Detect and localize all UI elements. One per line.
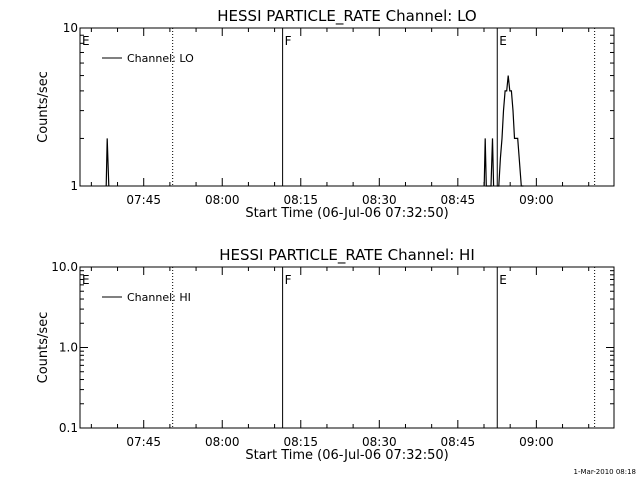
series-line <box>496 75 524 187</box>
legend-label: Channel: LO <box>127 52 194 65</box>
x-tick-label: 09:00 <box>519 193 554 207</box>
x-tick-label: 07:45 <box>126 193 161 207</box>
x-axis-label: Start Time (06-Jul-06 07:32:50) <box>245 448 448 463</box>
event-marker-label: E <box>499 273 507 287</box>
y-axis-label: Counts/sec <box>36 71 51 143</box>
event-marker-label: F <box>285 273 292 287</box>
event-marker-label: E <box>82 273 90 287</box>
x-tick-label: 08:30 <box>362 435 397 449</box>
timestamp-label: 1-Mar-2010 08:18 <box>574 468 636 476</box>
x-tick-label: 08:00 <box>205 193 240 207</box>
x-tick-label: 09:00 <box>519 435 554 449</box>
plot-frame <box>79 27 615 187</box>
y-tick-label: 1.0 <box>59 341 78 355</box>
y-axis-label: Counts/sec <box>36 312 51 384</box>
event-marker-label: E <box>82 34 90 48</box>
x-tick-label: 08:45 <box>441 435 476 449</box>
legend-label: Channel: HI <box>127 291 191 304</box>
x-tick-label: 08:00 <box>205 435 240 449</box>
x-tick-label: 08:30 <box>362 193 397 207</box>
x-tick-label: 08:45 <box>441 193 476 207</box>
x-tick-label: 08:15 <box>283 193 318 207</box>
y-tick-label: 10.0 <box>51 260 78 274</box>
chart-title: HESSI PARTICLE_RATE Channel: LO <box>217 7 476 26</box>
x-tick-label: 08:15 <box>283 435 318 449</box>
series-line <box>105 138 110 187</box>
event-marker-label: E <box>499 34 507 48</box>
x-tick-label: 07:45 <box>126 435 161 449</box>
series-line <box>483 138 495 187</box>
y-tick-label: 10 <box>63 21 78 35</box>
x-axis-label: Start Time (06-Jul-06 07:32:50) <box>245 206 448 221</box>
event-marker-label: F <box>285 34 292 48</box>
y-tick-label: 1 <box>70 179 78 193</box>
y-tick-label: 0.1 <box>59 421 78 435</box>
chart-title: HESSI PARTICLE_RATE Channel: HI <box>219 246 475 265</box>
